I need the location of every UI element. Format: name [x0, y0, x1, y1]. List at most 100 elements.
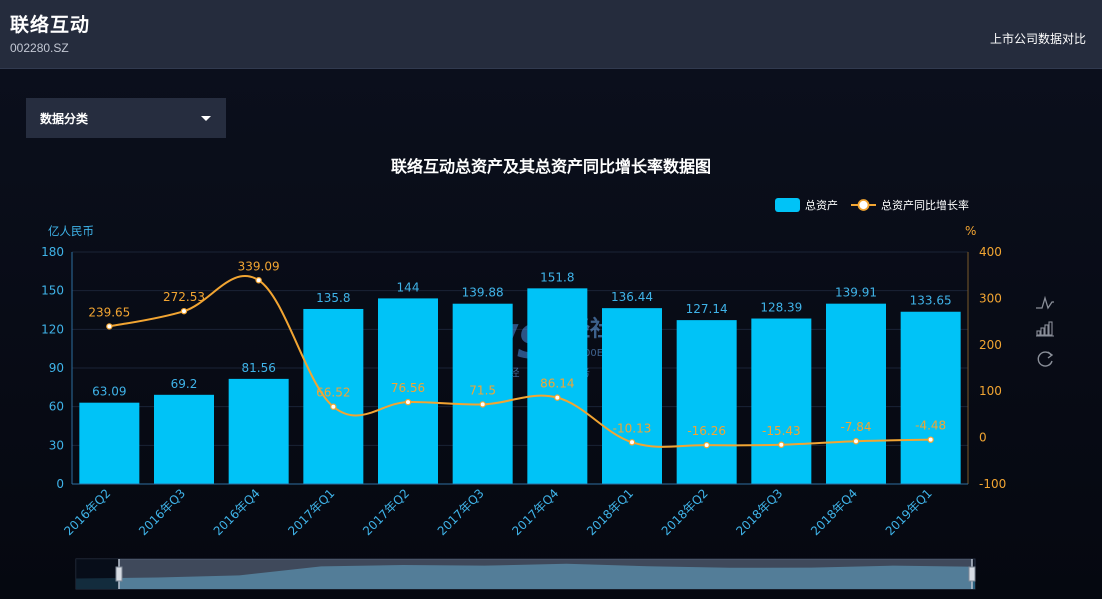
data-zoom-handle-right[interactable] [968, 559, 976, 589]
dropdown-label: 数据分类 [40, 112, 89, 126]
growth-rate-point[interactable] [180, 307, 188, 315]
growth-rate-value-label: -10.13 [613, 421, 652, 435]
y-right-tick-label: 200 [979, 338, 1002, 352]
growth-rate-point[interactable] [255, 277, 262, 284]
growth-rate-point[interactable] [778, 441, 785, 448]
x-tick-label: 2017年Q2 [360, 486, 412, 538]
bar-total-assets[interactable] [154, 394, 214, 484]
growth-rate-value-label: -4.48 [915, 419, 946, 433]
company-name: 联络互动 [10, 14, 91, 36]
data-zoom-handle-grip [968, 566, 976, 582]
bar-value-label: 144 [397, 280, 420, 294]
bar-total-assets[interactable] [900, 311, 961, 484]
y-right-tick-label: 400 [979, 245, 1002, 259]
y-left-tick-label: 150 [41, 284, 64, 298]
y-left-tick-label: 90 [49, 361, 64, 375]
bar-value-label: 135.8 [316, 291, 350, 305]
data-zoom-mask [76, 559, 119, 589]
growth-rate-value-label: -7.84 [840, 420, 871, 434]
bar-chart-icon-bar [1036, 330, 1041, 336]
restore-icon-arrow [1047, 351, 1054, 359]
growth-rate-point[interactable] [106, 323, 113, 330]
y-left-tick-label: 120 [41, 322, 64, 336]
legend-line-label[interactable]: 总资产同比增长率 [881, 198, 969, 212]
y-left-tick-label: 30 [49, 438, 64, 452]
chevron-down-icon [201, 116, 211, 121]
line-chart-icon[interactable] [1036, 295, 1054, 310]
x-tick-label: 2017年Q4 [509, 486, 561, 538]
x-tick-label: 2016年Q4 [211, 486, 263, 538]
growth-rate-point[interactable] [404, 398, 412, 406]
data-category-dropdown[interactable]: 数据分类 [26, 98, 226, 138]
x-tick-label: 2018年Q2 [659, 486, 711, 538]
bar-value-label: 139.91 [835, 286, 877, 300]
bar-value-label: 69.2 [171, 377, 198, 391]
company-compare-link[interactable]: 上市公司数据对比 [989, 32, 1086, 46]
bar-chart-icon-bar [1040, 327, 1045, 336]
bar-value-label: 151.8 [540, 270, 574, 284]
x-tick-label: 2018年Q4 [808, 486, 860, 538]
growth-rate-value-label: 239.65 [88, 305, 130, 319]
y-right-tick-label: -100 [979, 477, 1006, 491]
y-right-tick-label: 0 [979, 431, 987, 445]
legend-bar-label[interactable]: 总资产 [805, 198, 838, 212]
bar-total-assets[interactable] [79, 402, 140, 484]
bar-value-label: 136.44 [611, 290, 653, 304]
x-tick-label: 2016年Q3 [136, 486, 188, 538]
growth-rate-point[interactable] [628, 439, 636, 446]
bar-chart-icon-bar [1048, 321, 1053, 336]
data-zoom-window[interactable] [119, 559, 972, 589]
bar-total-assets[interactable] [452, 303, 513, 484]
data-zoom-handle-grip [115, 566, 123, 582]
growth-rate-point[interactable] [479, 401, 486, 408]
bar-total-assets[interactable] [378, 298, 438, 484]
stock-code: 002280.SZ [10, 41, 69, 55]
y-left-tick-label: 0 [56, 477, 64, 491]
y-left-axis-label: 亿人民币 [48, 224, 94, 238]
y-right-tick-label: 300 [979, 291, 1002, 305]
bar-chart-icon[interactable] [1036, 321, 1054, 337]
growth-rate-value-label: 339.09 [238, 259, 280, 273]
legend-bar-swatch[interactable] [775, 198, 800, 212]
bar-value-label: 81.56 [241, 361, 275, 375]
bar-total-assets[interactable] [527, 288, 588, 484]
bar-value-label: 63.09 [92, 385, 126, 399]
growth-rate-point[interactable] [927, 436, 934, 443]
bar-value-label: 127.14 [686, 302, 728, 316]
growth-rate-point[interactable] [852, 438, 860, 445]
x-tick-label: 2018年Q1 [584, 486, 636, 538]
growth-rate-value-label: -16.26 [687, 424, 726, 438]
restore-icon[interactable] [1037, 351, 1054, 367]
growth-rate-point[interactable] [554, 394, 561, 401]
growth-rate-point[interactable] [330, 403, 337, 410]
y-right-tick-label: 100 [979, 384, 1002, 398]
bar-value-label: 128.39 [760, 301, 802, 315]
growth-rate-point[interactable] [703, 441, 710, 449]
bar-total-assets[interactable] [751, 318, 812, 484]
x-tick-label: 2016年Q2 [61, 486, 113, 538]
growth-rate-value-label: 76.56 [391, 381, 425, 395]
y-right-axis-label: % [965, 224, 976, 238]
bar-total-assets[interactable] [826, 303, 886, 484]
bar-total-assets[interactable] [303, 308, 364, 484]
bar-total-assets[interactable] [676, 320, 737, 484]
legend-line-marker [857, 199, 870, 211]
growth-rate-value-label: -15.43 [762, 424, 801, 438]
bar-total-assets[interactable] [602, 308, 662, 484]
data-zoom-preview [76, 563, 975, 589]
x-tick-label: 2019年Q1 [883, 486, 935, 538]
bar-value-label: 139.88 [462, 286, 504, 300]
chart-title: 联络互动总资产及其总资产同比增长率数据图 [391, 157, 711, 176]
x-tick-label: 2017年Q1 [285, 486, 337, 538]
restore-icon-arc [1037, 351, 1053, 367]
bar-total-assets[interactable] [228, 378, 289, 484]
y-left-tick-label: 60 [49, 400, 64, 414]
growth-rate-value-label: 272.53 [163, 290, 205, 304]
header-bar: 联络互动 002280.SZ 上市公司数据对比 [0, 0, 1102, 69]
x-tick-label: 2018年Q3 [733, 486, 785, 538]
growth-rate-value-label: 71.5 [469, 383, 496, 397]
bar-value-label: 133.65 [910, 294, 952, 308]
data-zoom-handle-left[interactable] [115, 559, 123, 589]
chart-toolbox [1036, 295, 1054, 367]
